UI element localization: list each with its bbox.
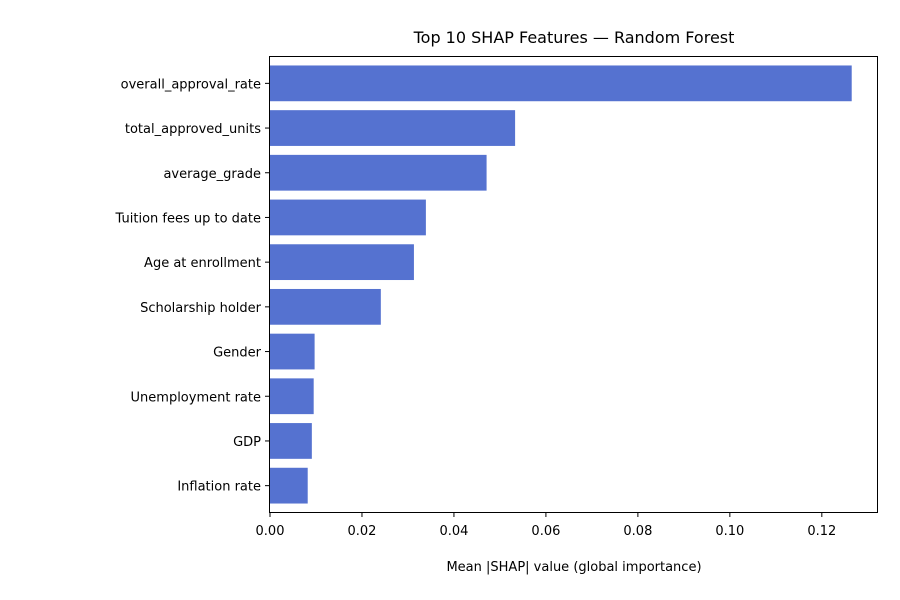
x-tick-label: 0.02 [347,524,376,539]
y-tick-label: average_grade [163,167,261,182]
y-tick-label: Inflation rate [177,480,261,495]
bar [270,65,852,102]
y-tick-label: Unemployment rate [131,390,261,405]
y-tick-label: Scholarship holder [140,301,262,316]
x-tick-label: 0.00 [256,524,285,539]
y-tick-label: Age at enrollment [144,256,261,271]
bar [270,199,426,236]
y-axis: overall_approval_rate total_approved_unit… [115,77,270,495]
plot-frame [269,56,878,513]
y-tick-label: Gender [213,346,262,361]
bars-layer [270,65,852,504]
bar [270,154,487,191]
y-tick-label: overall_approval_rate [121,77,261,92]
x-tick-label: 0.12 [807,524,836,539]
chart-title: Top 10 SHAP Features — Random Forest [413,28,735,47]
x-axis-label: Mean |SHAP| value (global importance) [446,560,701,575]
bar [270,288,381,325]
x-tick-label: 0.04 [439,524,468,539]
bar [270,244,414,281]
bar [270,467,308,504]
bar [270,378,314,415]
x-tick-label: 0.06 [531,524,560,539]
bar [270,110,516,146]
x-tick-label: 0.10 [715,524,744,539]
y-tick-label: Tuition fees up to date [115,211,261,226]
bar [270,423,312,459]
y-tick-label: total_approved_units [125,122,261,137]
x-axis: 0.00 0.02 0.04 0.06 0.08 0.10 0.12 [256,512,836,539]
y-tick-label: GDP [233,435,261,450]
x-tick-label: 0.08 [623,524,652,539]
bar [270,333,315,370]
